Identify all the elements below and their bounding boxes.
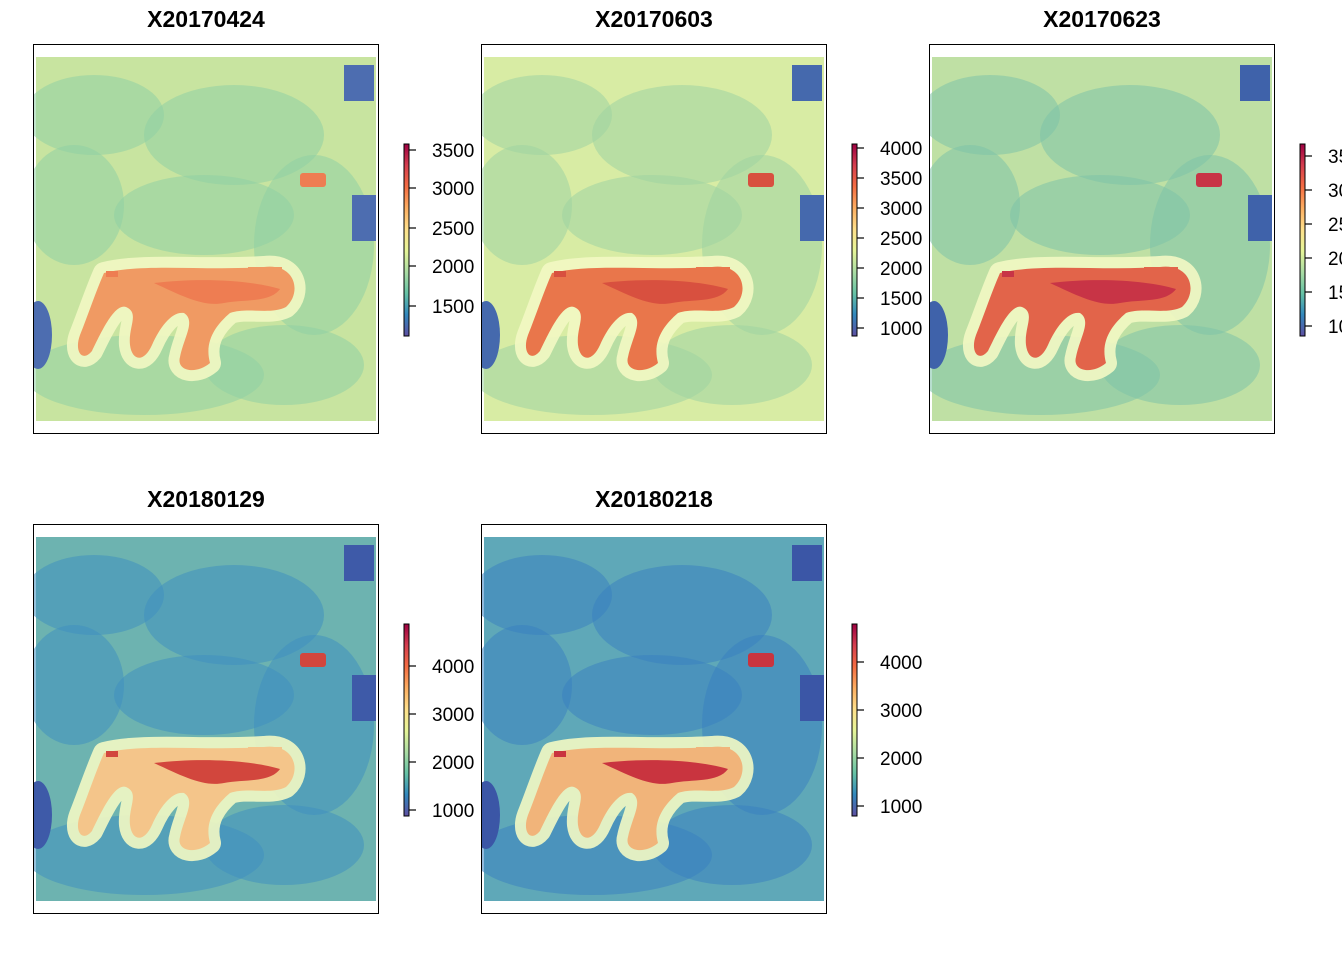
legend-tick-label: 20 bbox=[1328, 249, 1342, 270]
panel-title-1: X20170424 bbox=[147, 6, 265, 32]
color-legend-4: 4000 3000 2000 1000 bbox=[403, 623, 474, 820]
raster-fill bbox=[930, 57, 1272, 421]
color-legend-1: 3500 3000 2500 2000 1500 bbox=[403, 141, 474, 337]
legend-tick-label: 3000 bbox=[880, 701, 922, 722]
legend-tick-label: 2000 bbox=[880, 259, 922, 280]
legend-tick-label: 35 bbox=[1328, 147, 1342, 168]
panel-title-3: X20170623 bbox=[1043, 6, 1161, 32]
legend-tick-label: 3000 bbox=[880, 199, 922, 220]
raster-image-5 bbox=[482, 525, 826, 913]
legend-tick-label: 30 bbox=[1328, 181, 1342, 202]
legend-tick-label: 10 bbox=[1328, 317, 1342, 338]
legend-tick-label: 1000 bbox=[880, 797, 922, 818]
legend-tick-label: 2000 bbox=[432, 753, 474, 774]
panel-title-5: X20180218 bbox=[595, 486, 713, 512]
raster-map-4 bbox=[33, 524, 379, 914]
legend-tick-label: 2000 bbox=[880, 749, 922, 770]
raster-fill bbox=[482, 537, 824, 901]
legend-tick-label: 1000 bbox=[880, 319, 922, 340]
legend-tick-label: 2500 bbox=[880, 229, 922, 250]
raster-fill bbox=[34, 57, 376, 421]
legend-tick-label: 25 bbox=[1328, 215, 1342, 236]
panel-title-2: X20170603 bbox=[595, 6, 713, 32]
color-legend-5: 4000 3000 2000 1000 bbox=[851, 623, 922, 818]
legend-tick-label: 1500 bbox=[432, 297, 474, 318]
legend-tick-label: 2500 bbox=[432, 219, 474, 240]
color-legend-3: 35 30 25 20 15 10 bbox=[1299, 143, 1342, 338]
legend-tick-label: 3500 bbox=[880, 169, 922, 190]
color-legend-2: 4000 3500 3000 2500 2000 1500 1000 bbox=[851, 140, 922, 340]
raster-map-1 bbox=[33, 44, 379, 434]
raster-map-3 bbox=[929, 44, 1275, 434]
legend-tick-label: 3000 bbox=[432, 705, 474, 726]
legend-tick-label: 3000 bbox=[432, 179, 474, 200]
raster-map-5 bbox=[481, 524, 827, 914]
legend-tick-label: 1000 bbox=[432, 801, 474, 820]
legend-tick-label: 4000 bbox=[880, 140, 922, 160]
raster-image-3 bbox=[930, 45, 1274, 433]
legend-tick-label: 1500 bbox=[880, 289, 922, 310]
legend-tick-label: 3500 bbox=[432, 141, 474, 162]
raster-map-2 bbox=[481, 44, 827, 434]
raster-fill bbox=[34, 537, 376, 901]
raster-image-2 bbox=[482, 45, 826, 433]
raster-image-1 bbox=[34, 45, 378, 433]
legend-tick-label: 2000 bbox=[432, 257, 474, 278]
raster-fill bbox=[482, 57, 824, 421]
legend-tick-label: 4000 bbox=[432, 657, 474, 678]
legend-tick-label: 4000 bbox=[880, 653, 922, 674]
raster-image-4 bbox=[34, 525, 378, 913]
panel-title-4: X20180129 bbox=[147, 486, 265, 512]
legend-tick-label: 15 bbox=[1328, 283, 1342, 304]
